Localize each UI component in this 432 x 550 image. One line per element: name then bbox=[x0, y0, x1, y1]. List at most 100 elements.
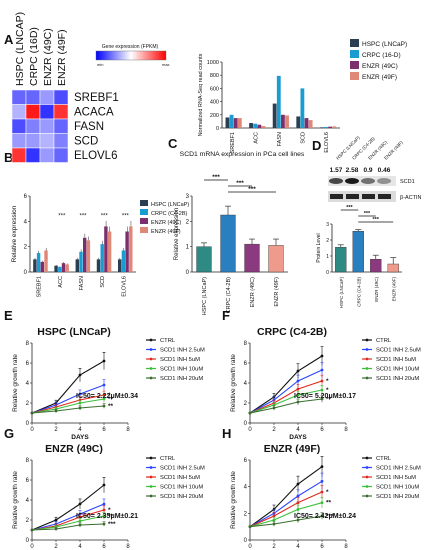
title-underline-spacer bbox=[250, 335, 318, 401]
legend-marker bbox=[149, 348, 153, 351]
legend-label: SCD1 INH 5uM bbox=[376, 357, 416, 363]
bar bbox=[129, 226, 133, 272]
x-tick-label: 0 bbox=[248, 544, 252, 550]
significance-marker: *** bbox=[364, 211, 371, 217]
heatmap-column-label: ENZR (49F) bbox=[56, 29, 68, 86]
legend-label: SCD1 INH 5uM bbox=[160, 475, 200, 481]
x-tick-label: 6 bbox=[320, 544, 324, 550]
significance-marker: *** bbox=[212, 174, 220, 181]
growth-chart-e: HSPC (LNCaP) 0 2 4 6 8 0 2 4 6 8 DAYS Relative growt… bbox=[12, 326, 205, 441]
series-line bbox=[249, 398, 323, 414]
series-line bbox=[249, 355, 323, 414]
series-line bbox=[31, 484, 105, 531]
heatmap-row-label: ACACA bbox=[74, 107, 114, 119]
bar bbox=[33, 259, 37, 272]
x-category-label: ENZR (49F) bbox=[274, 277, 280, 307]
legend-swatch bbox=[350, 61, 359, 69]
panel-letter-h: H bbox=[222, 426, 231, 441]
title-underline-spacer bbox=[32, 452, 100, 518]
heatmap-cell bbox=[39, 89, 55, 105]
x-tick-label: 4 bbox=[296, 544, 300, 550]
bar bbox=[268, 245, 284, 273]
y-tick-label: 0 bbox=[186, 270, 190, 276]
bar bbox=[335, 246, 347, 273]
y-axis-label: Relative growth rate bbox=[230, 471, 237, 529]
heatmap-column-label: CRPC (16D) bbox=[28, 27, 40, 86]
legend-label: SCD1 INH 2.5uM bbox=[376, 466, 421, 472]
y-tick-label: 6 bbox=[26, 478, 30, 484]
series-line bbox=[249, 491, 323, 528]
heatmap-cell bbox=[25, 147, 41, 163]
x-tick-label: 2 bbox=[272, 427, 276, 433]
x-category-label: ACC bbox=[253, 132, 259, 144]
legend-label: ENZR (49F) bbox=[151, 229, 181, 235]
legend-label: SCD1 INH 2.5uM bbox=[160, 348, 205, 354]
heatmap-legend-bar bbox=[95, 50, 167, 61]
heatmap-cell bbox=[11, 133, 27, 149]
y-tick-label: 1000 bbox=[207, 60, 219, 66]
significance-marker: * bbox=[326, 387, 329, 394]
legend-label: SCD1 INH 20uM bbox=[160, 494, 203, 500]
x-category-label: HSPC (LNCaP) bbox=[202, 277, 208, 315]
legend-marker bbox=[149, 357, 153, 361]
y-tick-label: 2 bbox=[326, 238, 329, 244]
legend-label: SCD1 INH 20uM bbox=[376, 376, 419, 382]
bar bbox=[229, 114, 234, 128]
legend-label: SCD1 INH 10uM bbox=[376, 367, 419, 373]
significance-marker: * bbox=[108, 392, 111, 399]
series-line bbox=[249, 369, 323, 414]
legend-label: SCD1 INH 5uM bbox=[160, 357, 200, 363]
y-tick-label: 8 bbox=[244, 341, 248, 347]
legend-label: SCD1 INH 10uM bbox=[376, 485, 419, 491]
x-category-label: ELOVL6 bbox=[121, 276, 127, 297]
legend-label: SCD1 INH 2.5uM bbox=[160, 466, 205, 472]
heatmap-cell bbox=[25, 104, 41, 120]
bar bbox=[304, 118, 309, 128]
heatmap-row-label: ELOVL6 bbox=[74, 150, 117, 162]
series-line bbox=[31, 515, 105, 531]
significance-marker: * bbox=[326, 489, 329, 496]
bar bbox=[285, 115, 289, 128]
heatmap-cell bbox=[25, 118, 41, 134]
y-tick-label: 3 bbox=[186, 194, 190, 200]
y-tick-label: 2 bbox=[26, 401, 30, 407]
legend-marker bbox=[365, 494, 369, 498]
legend-marker bbox=[149, 466, 153, 469]
legend-marker bbox=[365, 456, 369, 460]
x-tick-label: 8 bbox=[344, 427, 348, 433]
heatmap-cell bbox=[11, 147, 27, 163]
bar bbox=[220, 214, 236, 273]
blot-band bbox=[361, 178, 375, 184]
significance-marker: *** bbox=[236, 180, 244, 187]
panel-letter-g: G bbox=[4, 426, 14, 441]
legend-marker bbox=[149, 456, 153, 460]
y-tick-label: 800 bbox=[210, 73, 219, 79]
y-tick-label: 0 bbox=[244, 538, 248, 544]
heatmap-cell bbox=[53, 104, 69, 120]
legend-label: CTRL bbox=[160, 338, 176, 344]
blot-label-scd1: SCD1 bbox=[400, 179, 415, 185]
title-underline-spacer bbox=[250, 452, 318, 518]
x-tick-label: 2 bbox=[54, 544, 58, 550]
band-quant-value: 0.9 bbox=[363, 167, 372, 174]
series-line bbox=[249, 466, 323, 528]
heatmap-row-label: FASN bbox=[74, 121, 104, 133]
series-line bbox=[249, 480, 323, 528]
legend-marker bbox=[365, 485, 369, 488]
x-tick-label: 6 bbox=[102, 427, 106, 433]
x-tick-label: 6 bbox=[320, 427, 324, 433]
x-tick-label: 8 bbox=[126, 427, 130, 433]
bar bbox=[58, 266, 62, 272]
heatmap-cell bbox=[53, 133, 69, 149]
heatmap-column-label: HSPC (LNCAP) bbox=[14, 12, 26, 86]
y-tick-label: 4 bbox=[24, 219, 28, 225]
legend-label: SCD1 INH 5uM bbox=[376, 475, 416, 481]
x-tick-label: 2 bbox=[54, 427, 58, 433]
legend-label: CRPC (C4-2B) bbox=[151, 211, 188, 217]
chart-title: ENZR (49F) bbox=[264, 443, 321, 455]
x-category-label: ENZR (49C) bbox=[374, 277, 379, 302]
panel-letter-d: D bbox=[312, 138, 321, 153]
heatmap-chart: HSPC (LNCAP) CRPC (16D) ENZR (49C) ENZR (49… bbox=[11, 12, 170, 163]
panel-letter-b: B bbox=[4, 150, 13, 165]
